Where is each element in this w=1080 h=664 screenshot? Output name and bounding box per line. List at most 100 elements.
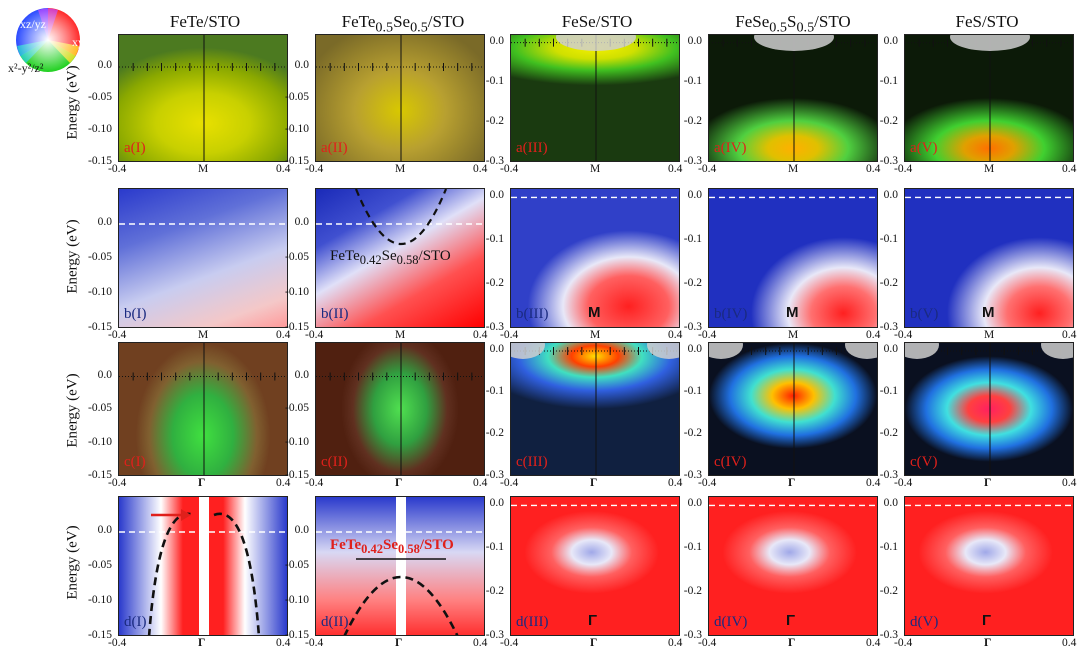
panel-overlay-d1 bbox=[119, 497, 287, 635]
panel-b3 bbox=[510, 188, 680, 328]
red-arrow-head bbox=[181, 509, 191, 521]
panel-label-b4: b(IV) bbox=[714, 306, 748, 322]
y-tick-label: 0.0 bbox=[687, 343, 702, 356]
panel-overlay-b1 bbox=[119, 223, 287, 225]
y-tick-label: 0.0 bbox=[489, 189, 504, 202]
y-tick-label: -0.2 bbox=[879, 585, 898, 598]
x-tick-label: Γ bbox=[395, 637, 403, 649]
y-tick-label: 0.0 bbox=[97, 368, 112, 381]
panel-label-c1: c(I) bbox=[124, 454, 146, 470]
panel-overlay-b5 bbox=[905, 196, 1073, 199]
x-tick-label: -0.4 bbox=[108, 637, 127, 649]
panel-c1 bbox=[118, 342, 288, 476]
x-tick-label: Γ bbox=[198, 477, 206, 489]
panel-b1 bbox=[118, 188, 288, 328]
color-wheel-graphic: xz/yz xy x²-y²/z² bbox=[8, 8, 84, 75]
y-tick-label: 0.0 bbox=[883, 343, 898, 356]
panel-c2 bbox=[315, 342, 485, 476]
y-tick-label: -0.10 bbox=[285, 123, 309, 135]
x-tick-label: -0.4 bbox=[894, 163, 913, 175]
column-header-fete: FeTe/STO bbox=[169, 12, 241, 31]
x-tick-label: 0.4 bbox=[1062, 637, 1077, 649]
band-pocket-left bbox=[905, 343, 939, 359]
x-tick-label: M bbox=[198, 163, 209, 175]
legend-top-label: xz/yz bbox=[20, 17, 46, 31]
y-tick-label: -0.2 bbox=[485, 585, 504, 598]
y-axis-label-row-d: Energy (eV) bbox=[64, 525, 81, 600]
x-tick-label: -0.4 bbox=[500, 163, 519, 175]
x-tick-label: 0.4 bbox=[866, 637, 881, 649]
y-tick-label: -0.2 bbox=[683, 114, 702, 127]
column-header-feses: FeSe0.5S0.5/STO bbox=[735, 12, 851, 36]
y-tick-label: 0.0 bbox=[883, 189, 898, 202]
y-tick-label: -0.3 bbox=[879, 469, 898, 481]
x-tick-label: -0.4 bbox=[894, 477, 913, 489]
x-tick-label: 0.4 bbox=[1062, 477, 1077, 489]
panel-c5 bbox=[904, 342, 1074, 476]
y-tick-label: -0.3 bbox=[879, 321, 898, 333]
x-tick-label: -0.4 bbox=[500, 477, 519, 489]
band-pocket-left bbox=[709, 343, 743, 359]
symmetry-marker-d4: Γ bbox=[786, 612, 796, 629]
band-pocket-right bbox=[647, 343, 679, 359]
y-tick-label: 0.0 bbox=[97, 216, 112, 228]
y-tick-label: 0.0 bbox=[687, 34, 702, 47]
x-tick-label: -0.4 bbox=[698, 637, 717, 649]
panel-overlay-c3 bbox=[511, 343, 679, 475]
y-tick-label: -0.1 bbox=[683, 541, 702, 554]
y-tick-label: -0.2 bbox=[683, 585, 702, 598]
y-tick-label: -0.2 bbox=[485, 427, 504, 439]
legend-bottom-label: x²-y²/z² bbox=[8, 61, 44, 75]
x-tick-label: -0.4 bbox=[305, 329, 324, 341]
panel-d3 bbox=[510, 496, 680, 636]
panel-d5 bbox=[904, 496, 1074, 636]
y-tick-label: -0.15 bbox=[88, 629, 112, 641]
panel-label-d4: d(IV) bbox=[714, 614, 748, 630]
x-tick-label: 0.4 bbox=[866, 329, 881, 341]
panel-overlay-c5 bbox=[905, 343, 1073, 475]
x-tick-label: 0.4 bbox=[866, 163, 881, 175]
y-tick-label: -0.1 bbox=[879, 385, 898, 398]
x-tick-label: 0.4 bbox=[276, 329, 291, 341]
y-tick-label: -0.05 bbox=[88, 251, 112, 263]
x-tick-label: Γ bbox=[788, 477, 796, 489]
x-tick-label: M bbox=[984, 329, 995, 341]
x-tick-label: -0.4 bbox=[305, 163, 324, 175]
y-tick-label: -0.2 bbox=[879, 427, 898, 439]
panel-overlay-b2 bbox=[316, 189, 484, 246]
panel-label-a4: a(IV) bbox=[714, 140, 747, 156]
y-tick-label: 0.0 bbox=[883, 497, 898, 510]
x-tick-label: 0.4 bbox=[276, 637, 291, 649]
y-tick-label: -0.2 bbox=[485, 277, 504, 290]
y-tick-label: -0.1 bbox=[485, 385, 504, 398]
panel-label-b2: b(II) bbox=[321, 306, 349, 322]
y-tick-label: -0.1 bbox=[879, 541, 898, 554]
x-tick-label: -0.4 bbox=[305, 637, 324, 649]
panel-a2 bbox=[315, 34, 485, 162]
panel-overlay-b3 bbox=[511, 196, 679, 199]
gamma-white-stripe bbox=[396, 497, 406, 635]
panel-label-b1: b(I) bbox=[124, 306, 147, 322]
panel-label-c2: c(II) bbox=[321, 454, 348, 470]
panel-d2 bbox=[315, 496, 485, 636]
y-tick-label: 0.0 bbox=[687, 497, 702, 510]
y-tick-label: -0.10 bbox=[285, 435, 309, 448]
y-tick-label: -0.1 bbox=[879, 233, 898, 246]
column-header-fes: FeS/STO bbox=[955, 12, 1019, 31]
y-tick-label: -0.1 bbox=[879, 74, 898, 87]
column-header-fetese: FeTe0.5Se0.5/STO bbox=[341, 12, 465, 36]
x-tick-label: -0.4 bbox=[108, 329, 127, 341]
panel-d4 bbox=[708, 496, 878, 636]
x-tick-label: 0.4 bbox=[668, 163, 683, 175]
x-tick-label: Γ bbox=[590, 637, 598, 649]
x-tick-label: M bbox=[788, 163, 799, 175]
inset-formula-b2: FeTe0.42Se0.58/STO bbox=[330, 248, 451, 267]
panel-label-a1: a(I) bbox=[124, 140, 146, 156]
x-tick-label: 0.4 bbox=[473, 637, 488, 649]
x-tick-label: -0.4 bbox=[698, 329, 717, 341]
y-tick-label: -0.3 bbox=[485, 629, 504, 641]
y-tick-label: -0.2 bbox=[879, 277, 898, 290]
gamma-white-stripe bbox=[199, 497, 209, 635]
panel-label-a3: a(III) bbox=[516, 140, 548, 156]
y-tick-label: -0.10 bbox=[88, 286, 112, 298]
